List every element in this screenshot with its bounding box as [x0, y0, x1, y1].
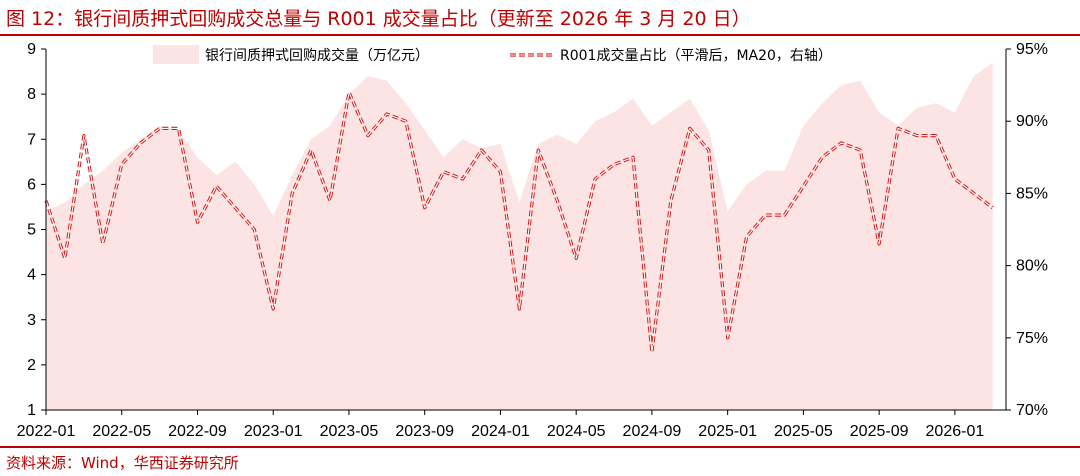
line-series-r001-inner — [45, 91, 994, 353]
y-left-tick-label: 7 — [27, 131, 36, 148]
y-right-tick-label: 90% — [1016, 113, 1048, 130]
axis-layer: 1 2 3 4 5 6 7 8 9 70% 75% 80% 85% 90% 95% 2022-01 2022-0… — [17, 41, 1048, 440]
chart-svg: 1 2 3 4 5 6 7 8 9 70% 75% 80% 85% 90% 95% 2022-01 2022-0… — [17, 41, 1048, 440]
y-right-tick-label: 85% — [1016, 185, 1048, 202]
x-tick-label: 2022-05 — [92, 423, 151, 440]
source-note: 资料来源：Wind，华西证券研究所 — [6, 454, 239, 472]
y-left-tick-label: 2 — [27, 357, 36, 374]
y-left-tick-label: 6 — [27, 176, 36, 193]
y-left-tick-label: 8 — [27, 86, 36, 103]
line-layer — [44, 90, 994, 354]
x-tick-label: 2024-05 — [547, 423, 606, 440]
y-left-tick-label: 9 — [27, 41, 36, 58]
x-tick-label: 2022-01 — [17, 423, 76, 440]
x-tick-label: 2025-01 — [698, 423, 757, 440]
figure-title: 图 12：银行间质押式回购成交总量与 R001 成交量占比（更新至 2026 年… — [6, 8, 751, 30]
area-series-volume — [46, 62, 993, 410]
x-tick-label: 2023-01 — [244, 423, 303, 440]
x-tick-label: 2023-05 — [320, 423, 379, 440]
y-right-tick-label: 95% — [1016, 41, 1048, 58]
x-tick-label: 2024-09 — [623, 423, 682, 440]
title-rule — [0, 34, 1080, 36]
y-right-tick-label: 70% — [1016, 402, 1048, 419]
y-left-tick-label: 3 — [27, 312, 36, 329]
y-left-tick-label: 5 — [27, 222, 36, 239]
x-tick-label: 2023-09 — [395, 423, 454, 440]
legend-swatch-volume — [153, 45, 199, 64]
x-tick-label: 2025-05 — [774, 423, 833, 440]
legend-label-volume: 银行间质押式回购成交量（万亿元） — [205, 47, 429, 64]
source-rule — [0, 446, 1080, 448]
x-tick-label: 2022-09 — [168, 423, 227, 440]
y-left-tick-label: 4 — [27, 267, 36, 284]
y-right-tick-label: 75% — [1016, 330, 1048, 347]
y-right-tick-label: 80% — [1016, 258, 1048, 275]
legend-label-r001: R001成交量占比（平滑后，MA20，右轴） — [560, 47, 832, 64]
y-left-tick-label: 1 — [27, 402, 36, 419]
area-layer — [46, 62, 993, 410]
x-tick-label: 2025-09 — [850, 423, 909, 440]
x-tick-label: 2026-01 — [926, 423, 985, 440]
legend: 银行间质押式回购成交量（万亿元） R001成交量占比（平滑后，MA20，右轴） — [153, 45, 832, 64]
x-tick-label: 2024-01 — [471, 423, 530, 440]
